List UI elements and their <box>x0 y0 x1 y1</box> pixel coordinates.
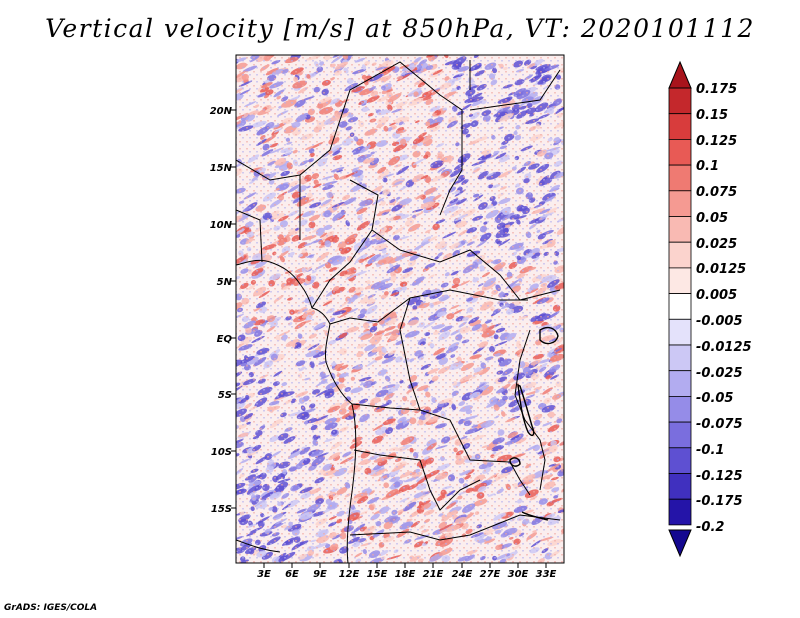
colorbar-swatch <box>668 293 692 320</box>
colorbar-label: 0.075 <box>696 185 737 200</box>
colorbar-label: -0.125 <box>696 469 743 484</box>
colorbar <box>668 60 692 558</box>
colorbar-swatch <box>668 267 692 294</box>
lon-label: 6E <box>285 569 299 580</box>
colorbar-swatch <box>668 216 692 243</box>
lon-label: 24E <box>452 569 473 580</box>
colorbar-swatch <box>668 344 692 372</box>
colorbar-swatch <box>668 473 692 500</box>
lat-label: 15S <box>211 504 232 515</box>
map-frame <box>231 54 565 568</box>
lat-label: EQ <box>217 334 233 345</box>
colorbar-label: -0.005 <box>696 314 743 329</box>
colorbar-swatch <box>668 421 692 449</box>
colorbar-label: 0.15 <box>696 108 728 123</box>
colorbar-label: -0.025 <box>696 366 743 381</box>
colorbar-label: -0.175 <box>696 494 743 509</box>
colorbar-max-arrow <box>668 60 692 89</box>
colorbar-label: 0.025 <box>696 237 737 252</box>
colorbar-label: 0.175 <box>696 82 737 97</box>
colorbar-swatch <box>668 370 692 397</box>
colorbar-label: -0.075 <box>696 417 743 432</box>
colorbar-swatch <box>668 498 692 526</box>
lon-label: 33E <box>536 569 557 580</box>
colorbar-label: -0.05 <box>696 391 733 406</box>
colorbar-swatch <box>668 164 692 192</box>
map-title: Vertical velocity [m/s] at 850hPa, VT: 2… <box>45 14 755 43</box>
country-borders <box>236 60 561 563</box>
colorbar-swatch <box>668 138 692 166</box>
lon-label: 27E <box>480 569 501 580</box>
lat-label: 15N <box>210 163 233 174</box>
colorbar-swatch <box>668 87 692 115</box>
lon-label: 15E <box>367 569 388 580</box>
lat-label: 20N <box>210 106 233 117</box>
lakes <box>509 326 559 521</box>
colorbar-label: 0.005 <box>696 288 737 303</box>
colorbar-label: -0.2 <box>696 520 724 535</box>
lon-label: 21E <box>423 569 444 580</box>
colorbar-label: -0.1 <box>696 443 724 458</box>
lat-label: 10N <box>210 220 233 231</box>
colorbar-label: 0.05 <box>696 211 728 226</box>
colorbar-label: 0.1 <box>696 159 719 174</box>
grads-credit: GrADS: IGES/COLA <box>4 603 98 613</box>
lon-label: 12E <box>339 569 360 580</box>
lat-label: 10S <box>211 447 232 458</box>
colorbar-swatch <box>668 395 692 423</box>
colorbar-swatch <box>668 113 692 140</box>
lon-label: 30E <box>508 569 529 580</box>
velocity-field <box>236 55 564 563</box>
colorbar-label: 0.125 <box>696 134 737 149</box>
lat-label: 5N <box>217 277 233 288</box>
colorbar-min-arrow <box>668 529 692 558</box>
colorbar-swatch <box>668 190 692 217</box>
colorbar-swatch <box>668 447 692 474</box>
colorbar-label: -0.0125 <box>696 340 752 355</box>
colorbar-swatch <box>668 318 692 346</box>
colorbar-label: 0.0125 <box>696 262 746 277</box>
lon-label: 3E <box>257 569 271 580</box>
lat-label: 5S <box>218 390 232 401</box>
lon-label: 9E <box>313 569 327 580</box>
colorbar-swatch <box>668 241 692 269</box>
lon-label: 18E <box>395 569 416 580</box>
